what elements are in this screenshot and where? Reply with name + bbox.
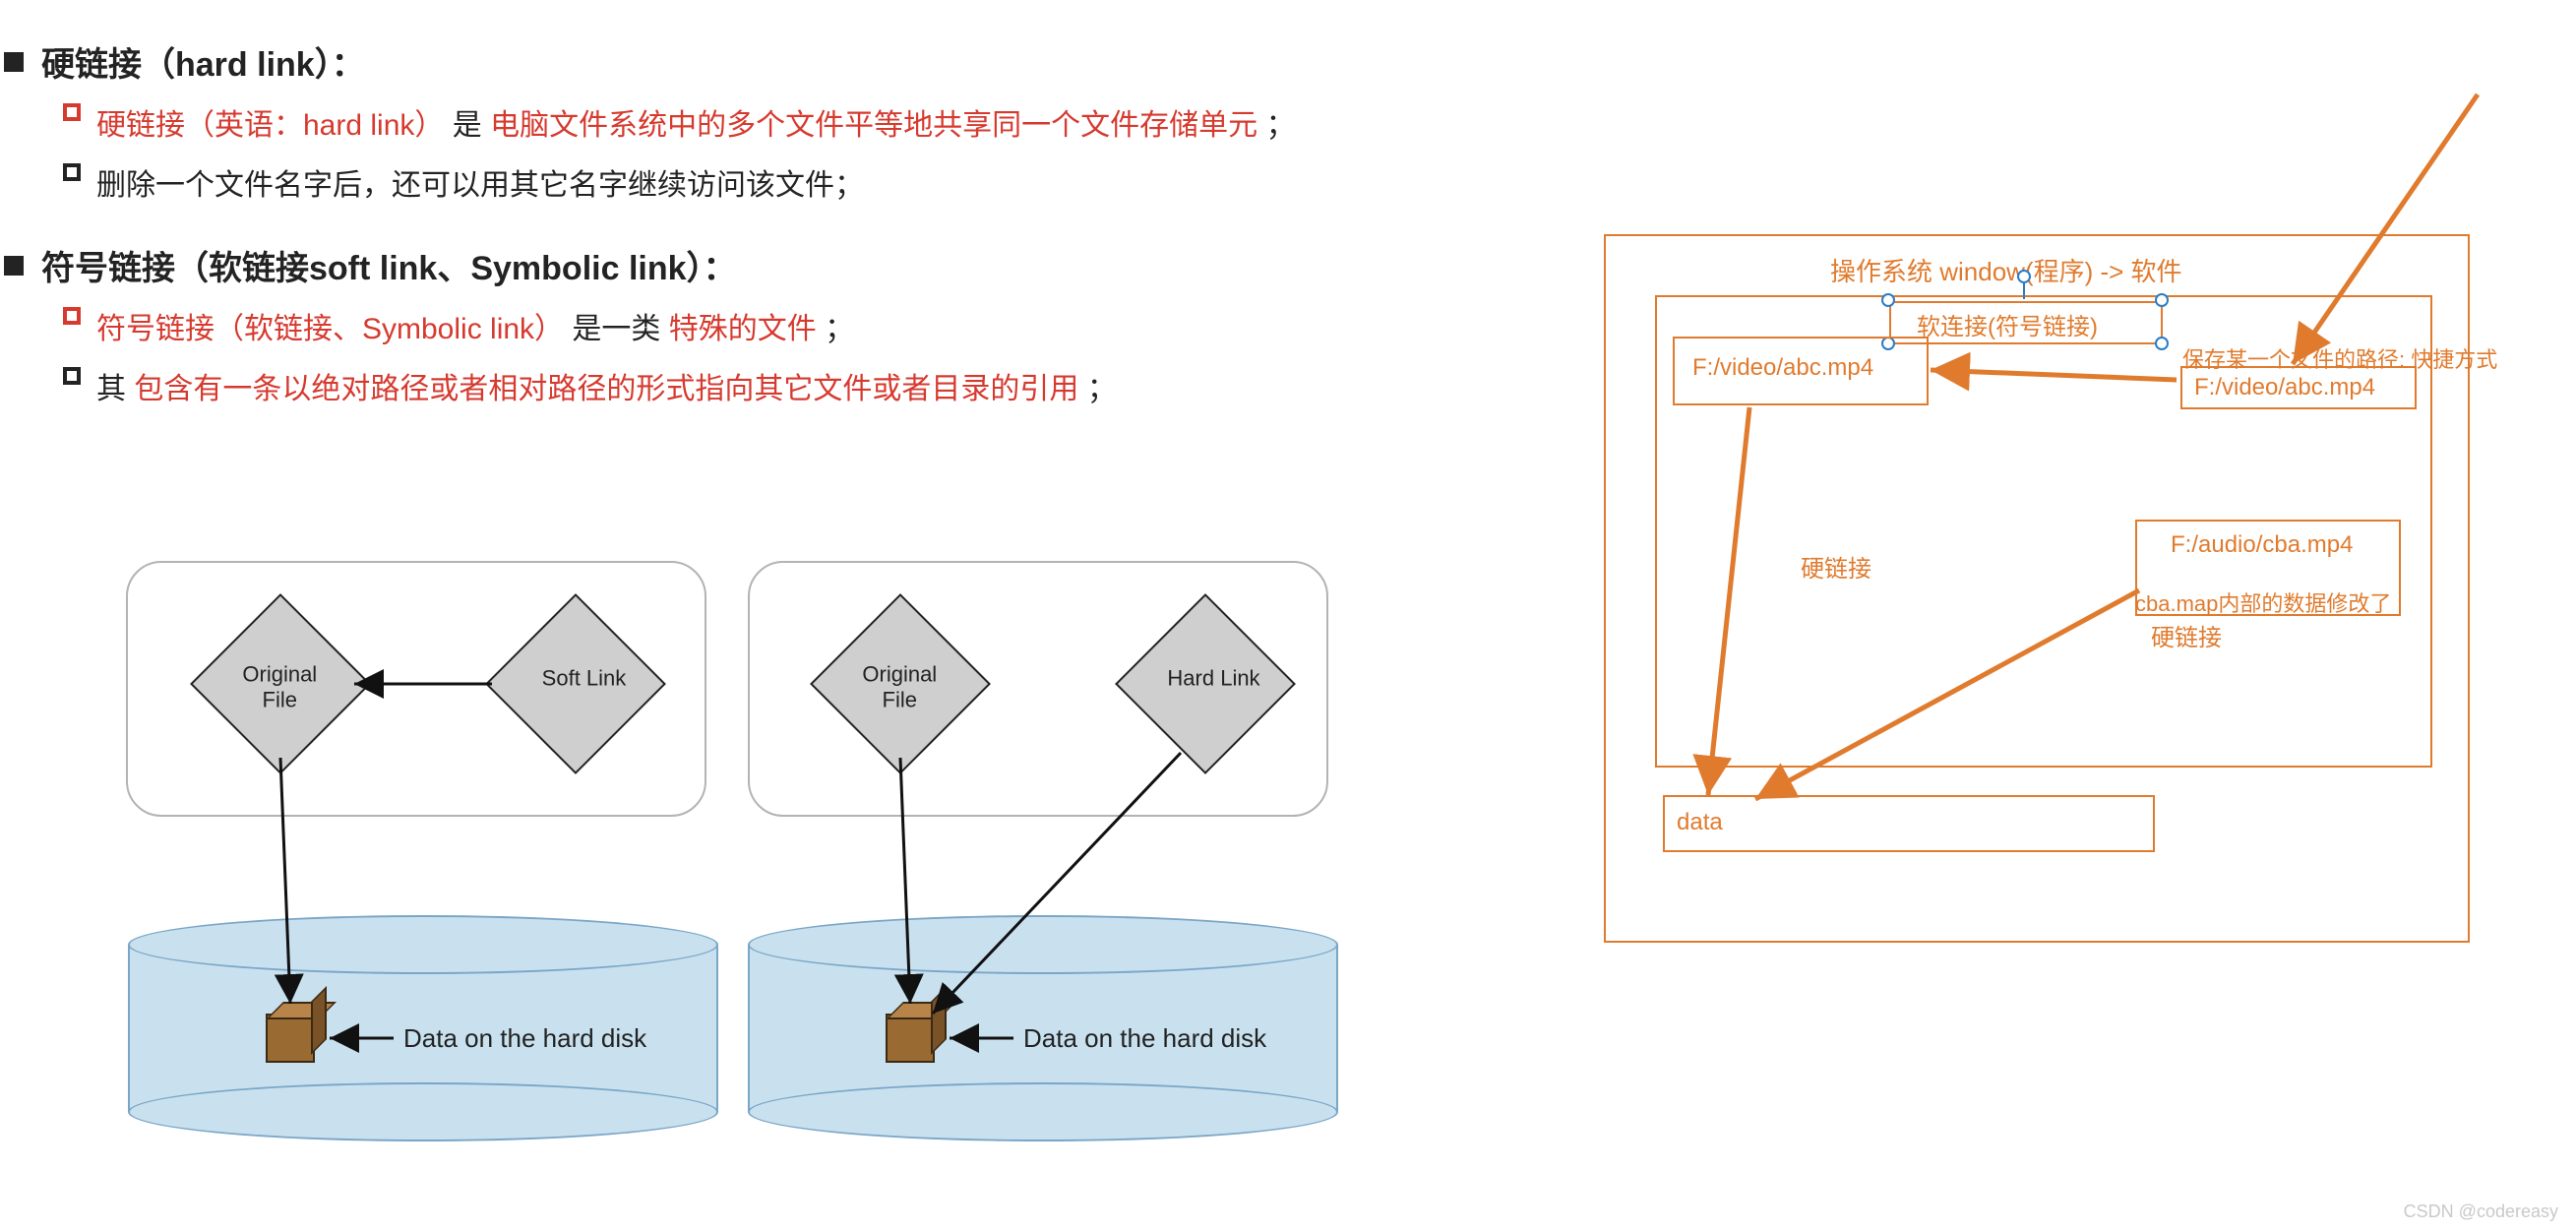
outline: 硬链接（hard link）： 硬链接（英语：hard link） 是 电脑文件… [0,20,1555,427]
t: 电脑文件系统中的多个文件平等地共享同一个文件存储单元 [490,109,1257,142]
t: 符号链接（软链接、Symbolic link） [96,313,564,345]
bullet-solid-icon [4,256,24,276]
t: ； [1265,109,1295,142]
t: 是一类 [572,313,660,345]
sub-hardlink-delete: 删除一个文件名字后，还可以用其它名字继续访问该文件； [63,163,1555,208]
bullet-hollow-black-icon [63,163,81,181]
t: 其 [96,373,126,405]
os-file-diagram: 操作系统 window(程序) -> 软件软连接(符号链接)F:/video/a… [1604,185,2489,962]
heading-text: 硬链接（hard link）： [41,37,365,86]
t: 特殊的文件 [669,313,817,345]
sub-hardlink-def: 硬链接（英语：hard link） 是 电脑文件系统中的多个文件平等地共享同一个… [63,103,1555,148]
heading-text: 符号链接（软链接soft link、Symbolic link）： [41,241,737,289]
t: 删除一个文件名字后，还可以用其它名字继续访问该文件； [96,163,864,208]
bullet-solid-icon [4,52,24,72]
t: ； [1087,373,1117,405]
t: ； [825,313,854,345]
hardlink-softlink-diagram: OriginalFileSoft LinkOriginalFileHard Li… [98,551,1574,1181]
sub-symlink-path: 其 包含有一条以绝对路径或者相对路径的形式指向其它文件或者目录的引用 ； [63,367,1555,411]
bullet-hollow-red-icon [63,307,81,325]
t: 硬链接（英语：hard link） [96,109,444,142]
heading-hardlink: 硬链接（hard link）： [4,37,1555,86]
bullet-hollow-black-icon [63,367,81,385]
t: 包含有一条以绝对路径或者相对路径的形式指向其它文件或者目录的引用 [134,373,1078,405]
t: 是 [453,109,482,142]
heading-symlink: 符号链接（软链接soft link、Symbolic link）： [4,241,1555,289]
sub-symlink-def: 符号链接（软链接、Symbolic link） 是一类 特殊的文件 ； [63,307,1555,351]
bullet-hollow-red-icon [63,103,81,121]
watermark: CSDN @codereasy [2404,1201,2558,1222]
